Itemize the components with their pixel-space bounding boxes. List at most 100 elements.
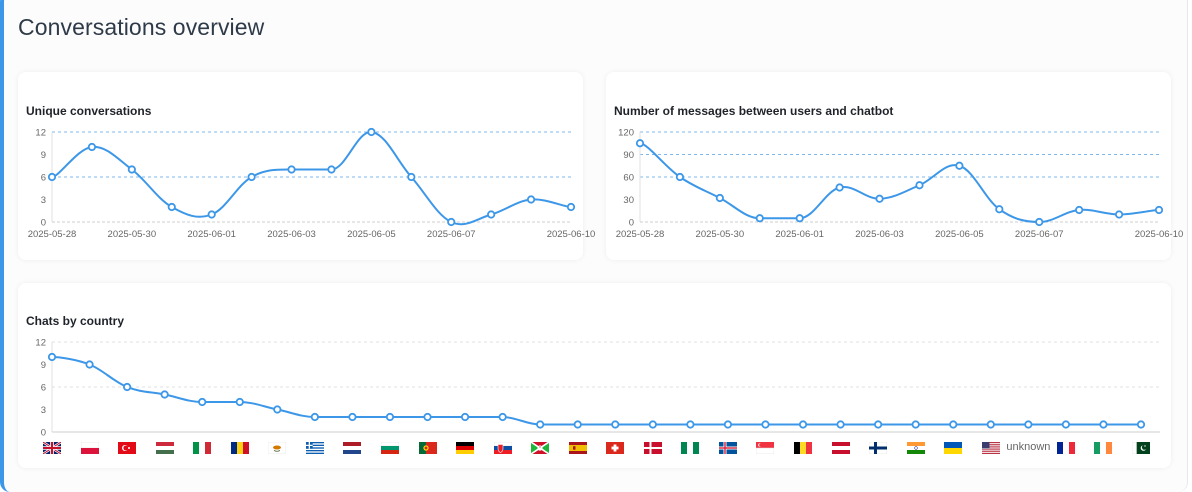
data-point[interactable] <box>498 412 507 422</box>
page-title: Conversations overview <box>18 14 265 40</box>
data-point[interactable] <box>447 217 456 227</box>
data-point[interactable] <box>167 202 176 212</box>
data-point[interactable] <box>1154 205 1164 215</box>
data-point[interactable] <box>573 420 582 429</box>
x-tick-label: 2025-06-01 <box>187 229 236 240</box>
data-point[interactable] <box>327 165 336 174</box>
data-point[interactable] <box>123 382 132 392</box>
y-tick-label: 6 <box>41 173 46 184</box>
flag-fr-icon <box>1056 441 1075 454</box>
country-label-unknown: unknown <box>1006 441 1051 453</box>
data-point[interactable] <box>310 412 319 422</box>
data-point[interactable] <box>675 172 685 182</box>
data-point[interactable] <box>385 412 395 422</box>
series-line <box>51 131 572 226</box>
data-point[interactable] <box>526 195 536 204</box>
data-point[interactable] <box>423 412 432 422</box>
data-point[interactable] <box>648 420 657 429</box>
unique-conversations-chart[interactable]: 0 3 6 9 12 2025-05-28 2025-05-30 2025-06-01 2025… <box>0 0 1192 482</box>
data-point[interactable] <box>1114 210 1124 219</box>
flag-bg-icon <box>380 441 400 454</box>
flag-ch-icon <box>606 441 625 454</box>
x-tick-label: 2025-06-05 <box>347 229 396 240</box>
data-point[interactable] <box>207 210 216 219</box>
x-tick-label: 2025-06-03 <box>855 229 904 240</box>
y-tick-label: 12 <box>35 338 46 349</box>
data-point[interactable] <box>1035 217 1044 227</box>
x-tick-label: 2025-05-28 <box>616 229 665 240</box>
data-point[interactable] <box>1061 420 1070 429</box>
flag-pl-icon <box>80 441 99 454</box>
data-point[interactable] <box>273 405 282 414</box>
data-point[interactable] <box>761 420 770 429</box>
data-point[interactable] <box>995 205 1004 214</box>
data-point[interactable] <box>47 352 57 362</box>
data-point[interactable] <box>247 172 256 182</box>
data-point[interactable] <box>686 420 695 429</box>
data-point[interactable] <box>460 412 470 422</box>
data-point[interactable] <box>715 193 724 203</box>
data-point[interactable] <box>723 420 733 429</box>
x-tick-label: 2025-05-30 <box>108 229 157 240</box>
data-point[interactable] <box>536 420 545 429</box>
data-point[interactable] <box>955 161 964 170</box>
data-point[interactable] <box>407 172 416 182</box>
data-point[interactable] <box>915 181 924 190</box>
unique-conversations-plot[interactable]: 0 3 6 9 12 2025-05-28 2025-05-30 2025-06-01 2025… <box>28 128 596 241</box>
flag-ua-icon <box>944 441 963 454</box>
x-tick-label: 2025-06-05 <box>935 229 984 240</box>
chats-by-country-card: Chats by country <box>18 283 1171 468</box>
flag-nl-icon <box>343 441 362 454</box>
y-tick-label: 6 <box>41 383 46 394</box>
unique-conversations-card: Unique conversations <box>18 72 583 260</box>
flag-is-icon <box>718 441 737 454</box>
data-point[interactable] <box>1136 420 1146 429</box>
x-tick-label: 2025-06-10 <box>1135 229 1184 240</box>
data-point[interactable] <box>875 194 884 203</box>
x-tick-label: 2025-06-10 <box>547 229 596 240</box>
flag-ie-icon <box>1094 441 1113 454</box>
data-point[interactable] <box>911 420 920 429</box>
data-point[interactable] <box>487 210 496 219</box>
data-point[interactable] <box>795 214 804 223</box>
data-point[interactable] <box>1075 205 1084 215</box>
data-point[interactable] <box>367 127 376 137</box>
y-tick-label: 0 <box>629 218 634 229</box>
flag-sg-icon <box>756 441 775 455</box>
data-point[interactable] <box>87 142 97 152</box>
data-point[interactable] <box>1099 420 1108 429</box>
data-point[interactable] <box>835 183 844 192</box>
data-point[interactable] <box>611 420 620 429</box>
y-tick-label: 120 <box>618 128 634 139</box>
y-tick-label: 0 <box>41 428 46 439</box>
data-point[interactable] <box>635 139 645 148</box>
chats-by-country-plot[interactable]: 0 3 6 9 12 <box>35 338 1160 439</box>
x-tick-label: 2025-06-07 <box>1015 229 1064 240</box>
data-point[interactable] <box>755 214 764 223</box>
data-point[interactable] <box>348 412 357 422</box>
flag-at-icon <box>831 441 850 454</box>
data-point[interactable] <box>949 420 958 429</box>
data-point[interactable] <box>986 420 995 429</box>
y-tick-label: 0 <box>41 218 46 229</box>
data-point[interactable] <box>287 165 296 174</box>
data-point[interactable] <box>160 390 169 399</box>
data-point[interactable] <box>1024 420 1033 429</box>
y-tick-label: 9 <box>41 150 46 161</box>
data-point[interactable] <box>874 420 883 429</box>
data-point[interactable] <box>198 397 207 407</box>
flag-bi-icon <box>530 441 550 455</box>
flag-in-icon <box>906 441 925 454</box>
x-tick-label: 2025-05-30 <box>696 229 745 240</box>
data-point[interactable] <box>566 202 576 212</box>
data-point[interactable] <box>127 165 136 174</box>
flag-ro-icon <box>230 441 249 454</box>
y-tick-label: 12 <box>35 128 46 139</box>
data-point[interactable] <box>836 420 845 429</box>
series-line <box>51 356 1141 426</box>
data-point[interactable] <box>235 397 244 407</box>
data-point[interactable] <box>47 172 57 182</box>
data-point[interactable] <box>85 360 94 369</box>
data-point[interactable] <box>798 420 808 429</box>
messages-plot[interactable]: 0 30 60 90 120 2025-05-28 2025-05-30 2025-06-01… <box>616 128 1184 241</box>
